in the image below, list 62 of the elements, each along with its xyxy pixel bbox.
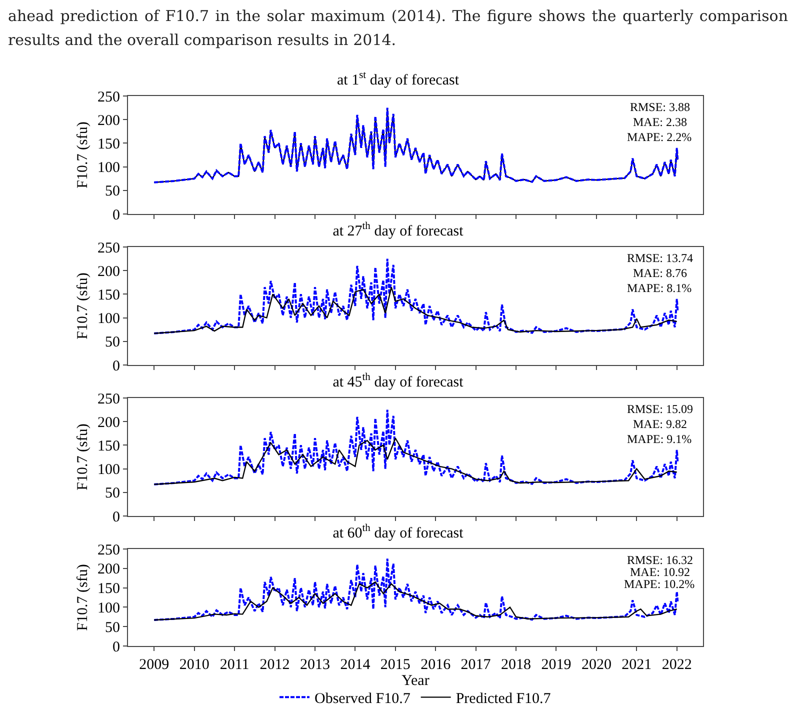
y-tick-label: 200	[98, 562, 120, 578]
y-tick-label: 250	[98, 542, 120, 558]
y-tick-label: 100	[98, 311, 120, 328]
x-axis-title: Year	[402, 673, 430, 689]
chart-title: at 60$^{th}$ day of forecast	[332, 523, 464, 542]
y-axis-title: F10.7 (sfu)	[74, 424, 91, 490]
x-tick-label: 2019	[541, 657, 572, 673]
y-tick-label: 150	[98, 581, 120, 598]
y-tick-label: 0	[112, 509, 120, 526]
legend-label: Observed F10.7	[314, 691, 411, 708]
text: ahead prediction of F10.7 in the solar maximum (2014). The figure shows the quarterly comparison results and the overall comparison results in 2014.	[8, 6, 788, 51]
annotation: MAE: 9.82	[633, 417, 687, 431]
x-tick-label: 2012	[260, 657, 290, 673]
x-tick-label: 2010	[179, 657, 210, 673]
y-tick-label: 200	[98, 112, 120, 129]
y-tick-label: 200	[98, 264, 120, 280]
x-tick-label: 2016	[420, 657, 452, 673]
y-tick-label: 50	[105, 620, 120, 636]
annotation: MAPE: 9.1%	[627, 432, 692, 446]
annotation: MAPE: 2.2%	[627, 130, 692, 144]
chart-title: at 27$^{th}$ day of forecast	[332, 221, 464, 240]
annotation: RMSE: 13.74	[627, 251, 694, 265]
annotation: RMSE: 16.32	[627, 553, 694, 567]
y-tick-label: 100	[98, 160, 120, 176]
y-tick-label: 50	[105, 184, 120, 200]
y-tick-label: 100	[98, 600, 120, 616]
x-tick-label: 2022	[662, 657, 692, 673]
y-tick-label: 0	[112, 207, 120, 224]
y-tick-label: 0	[112, 358, 120, 374]
y-tick-label: 150	[98, 438, 120, 454]
x-tick-label: 2014	[340, 657, 371, 673]
y-tick-label: 250	[98, 89, 120, 106]
chart-title: at 45$^{th}$ day of forecast	[332, 372, 464, 390]
annotation: MAPE: 8.1%	[627, 281, 692, 295]
annotation: RMSE: 15.09	[627, 402, 694, 416]
y-tick-label: 50	[105, 486, 120, 502]
y-tick-label: 250	[98, 240, 120, 256]
x-tick-label: 2018	[501, 657, 532, 673]
x-tick-label: 2021	[622, 657, 652, 673]
x-tick-label: 2011	[220, 657, 250, 673]
y-axis-title: F10.7 (sfu)	[74, 122, 91, 188]
y-tick-label: 200	[98, 414, 120, 431]
chart-title: at 1$^{st}$ day of forecast	[337, 70, 460, 88]
legend-label: Predicted F10.7	[456, 691, 552, 708]
annotation: RMSE: 3.88	[630, 100, 690, 114]
y-tick-label: 0	[112, 639, 120, 656]
x-tick-label: 2013	[300, 657, 330, 673]
y-tick-label: 100	[98, 462, 120, 478]
y-tick-label: 150	[98, 287, 120, 304]
y-tick-label: 150	[98, 136, 120, 152]
annotation: MAPE: 10.2%	[624, 577, 695, 591]
x-tick-label: 2017	[460, 657, 492, 673]
y-tick-label: 250	[98, 391, 120, 408]
x-tick-label: 2015	[380, 657, 410, 673]
x-tick-label: 2020	[581, 657, 612, 673]
y-axis-title: F10.7 (sfu)	[74, 272, 91, 340]
y-tick-label: 50	[105, 334, 120, 351]
y-axis-title: F10.7 (sfu)	[74, 564, 91, 631]
annotation: MAE: 2.38	[633, 115, 687, 129]
annotation: MAE: 10.92	[630, 565, 690, 579]
annotation: MAE: 8.76	[633, 266, 687, 280]
x-tick-label: 2009	[139, 657, 170, 673]
